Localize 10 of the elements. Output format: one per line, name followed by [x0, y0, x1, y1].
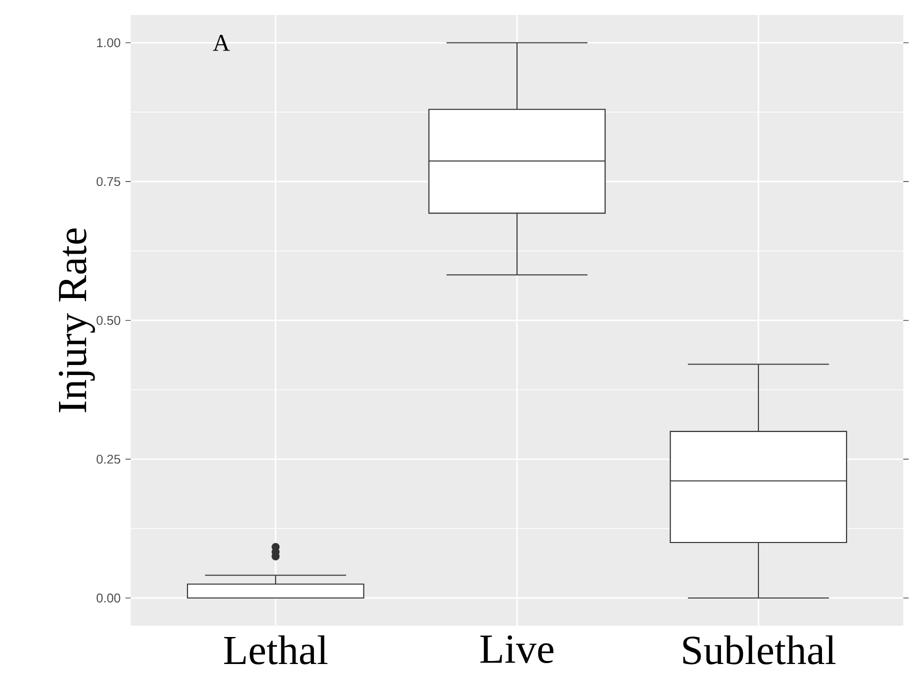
x-tick-label: Lethal: [224, 636, 328, 665]
y-tick-label: 0.75: [96, 177, 120, 186]
annotation: A: [212, 35, 230, 51]
y-tick-label: 0.00: [96, 594, 120, 603]
y-tick-label: 1.00: [97, 38, 120, 48]
y-tick-label: 0.25: [96, 454, 120, 464]
y-axis-title: Injury Rate: [58, 228, 95, 412]
x-tick-label: Sublethal: [683, 636, 836, 665]
y-tick-label: 0.50: [96, 316, 120, 325]
x-tick-label: Live: [480, 636, 554, 664]
